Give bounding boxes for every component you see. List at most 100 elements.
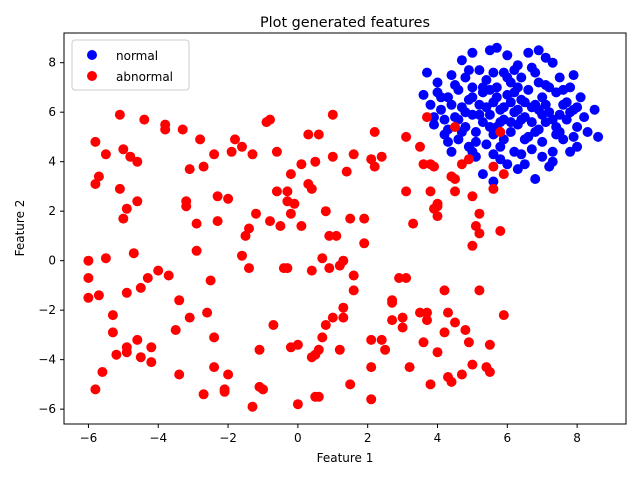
point-abnormal-24 xyxy=(132,334,143,345)
point-normal-126 xyxy=(491,92,502,103)
point-abnormal-63 xyxy=(237,141,247,152)
point-normal-147 xyxy=(519,159,530,170)
point-abnormal-115 xyxy=(334,344,345,355)
point-abnormal-179 xyxy=(467,191,478,202)
x-tick-label-5: 4 xyxy=(434,431,442,445)
point-normal-145 xyxy=(443,136,453,147)
legend-box xyxy=(71,39,190,91)
point-abnormal-175 xyxy=(463,154,474,165)
point-normal-102 xyxy=(540,99,551,110)
point-normal-87 xyxy=(582,127,593,137)
point-abnormal-42 xyxy=(181,201,192,212)
point-normal-22 xyxy=(470,127,481,137)
point-abnormal-122 xyxy=(348,149,359,160)
point-abnormal-126 xyxy=(359,238,370,249)
point-abnormal-77 xyxy=(268,320,279,330)
point-abnormal-27 xyxy=(135,282,146,293)
point-abnormal-170 xyxy=(450,186,460,197)
point-normal-12 xyxy=(453,134,464,145)
point-abnormal-174 xyxy=(460,325,471,335)
point-abnormal-61 xyxy=(226,146,237,157)
point-abnormal-52 xyxy=(209,149,220,160)
point-normal-114 xyxy=(558,84,569,95)
x-tick-label-1: −4 xyxy=(149,431,167,445)
point-abnormal-109 xyxy=(324,230,335,241)
point-abnormal-177 xyxy=(467,359,478,370)
point-normal-144 xyxy=(540,52,551,63)
point-abnormal-112 xyxy=(327,109,338,120)
y-axis-label: Feature 2 xyxy=(13,200,27,257)
point-abnormal-38 xyxy=(174,369,185,380)
point-abnormal-191 xyxy=(498,169,509,180)
point-normal-135 xyxy=(554,127,565,137)
point-abnormal-32 xyxy=(146,357,157,368)
point-abnormal-190 xyxy=(495,226,506,236)
point-abnormal-9 xyxy=(100,149,111,160)
point-abnormal-26 xyxy=(132,196,143,207)
point-normal-65 xyxy=(537,92,548,103)
point-abnormal-140 xyxy=(397,312,408,323)
point-abnormal-7 xyxy=(90,384,101,395)
point-normal-121 xyxy=(470,136,481,147)
point-normal-103 xyxy=(547,114,558,125)
point-abnormal-102 xyxy=(313,129,324,140)
point-normal-105 xyxy=(561,97,572,108)
point-normal-132 xyxy=(484,122,495,132)
point-normal-30 xyxy=(481,75,492,85)
point-abnormal-186 xyxy=(484,339,495,350)
x-tick-label-3: 0 xyxy=(294,431,302,445)
point-abnormal-159 xyxy=(432,201,443,212)
point-abnormal-12 xyxy=(107,327,118,338)
point-abnormal-134 xyxy=(376,334,387,345)
y-tick-label-3: 0 xyxy=(48,254,56,268)
point-normal-133 xyxy=(505,117,516,128)
point-abnormal-17 xyxy=(118,213,129,224)
point-normal-123 xyxy=(523,131,534,142)
point-abnormal-117 xyxy=(338,302,349,313)
point-abnormal-133 xyxy=(376,151,387,162)
y-tick-label-5: 4 xyxy=(48,155,56,169)
x-tick-label-7: 8 xyxy=(573,431,581,445)
x-axis-ticks: −6 −4 −2 0 2 4 6 8 xyxy=(80,424,581,445)
point-normal-2 xyxy=(425,99,436,110)
point-abnormal-103 xyxy=(313,344,324,355)
point-abnormal-121 xyxy=(345,379,356,390)
point-abnormal-181 xyxy=(474,228,485,239)
point-abnormal-39 xyxy=(174,295,185,306)
point-abnormal-21 xyxy=(121,347,132,358)
point-abnormal-6 xyxy=(93,290,104,301)
point-abnormal-28 xyxy=(135,352,146,363)
point-abnormal-71 xyxy=(254,344,265,355)
point-abnormal-83 xyxy=(282,263,293,274)
point-normal-149 xyxy=(568,131,579,142)
point-normal-100 xyxy=(526,117,537,128)
point-normal-16 xyxy=(460,72,471,83)
point-abnormal-1 xyxy=(83,273,94,283)
point-normal-110 xyxy=(460,107,471,118)
point-abnormal-145 xyxy=(404,362,415,373)
point-abnormal-172 xyxy=(456,159,467,170)
point-normal-4 xyxy=(432,77,443,88)
point-normal-97 xyxy=(505,97,516,108)
legend: normal abnormal xyxy=(71,39,190,91)
point-abnormal-76 xyxy=(265,216,275,227)
point-abnormal-125 xyxy=(359,213,370,224)
point-abnormal-47 xyxy=(195,134,206,145)
point-normal-128 xyxy=(533,77,544,88)
point-abnormal-30 xyxy=(142,273,153,283)
point-normal-19 xyxy=(467,47,478,58)
point-normal-85 xyxy=(575,92,586,103)
point-abnormal-70 xyxy=(251,208,261,219)
point-abnormal-58 xyxy=(219,386,230,397)
point-abnormal-65 xyxy=(240,230,251,241)
point-abnormal-31 xyxy=(146,342,157,353)
legend-label-normal: normal xyxy=(116,49,158,63)
point-normal-46 xyxy=(505,127,516,137)
point-abnormal-50 xyxy=(202,307,213,318)
point-abnormal-164 xyxy=(443,307,453,318)
point-normal-86 xyxy=(579,112,590,123)
point-normal-93 xyxy=(467,92,478,103)
point-abnormal-153 xyxy=(422,307,432,318)
point-abnormal-40 xyxy=(177,124,188,135)
